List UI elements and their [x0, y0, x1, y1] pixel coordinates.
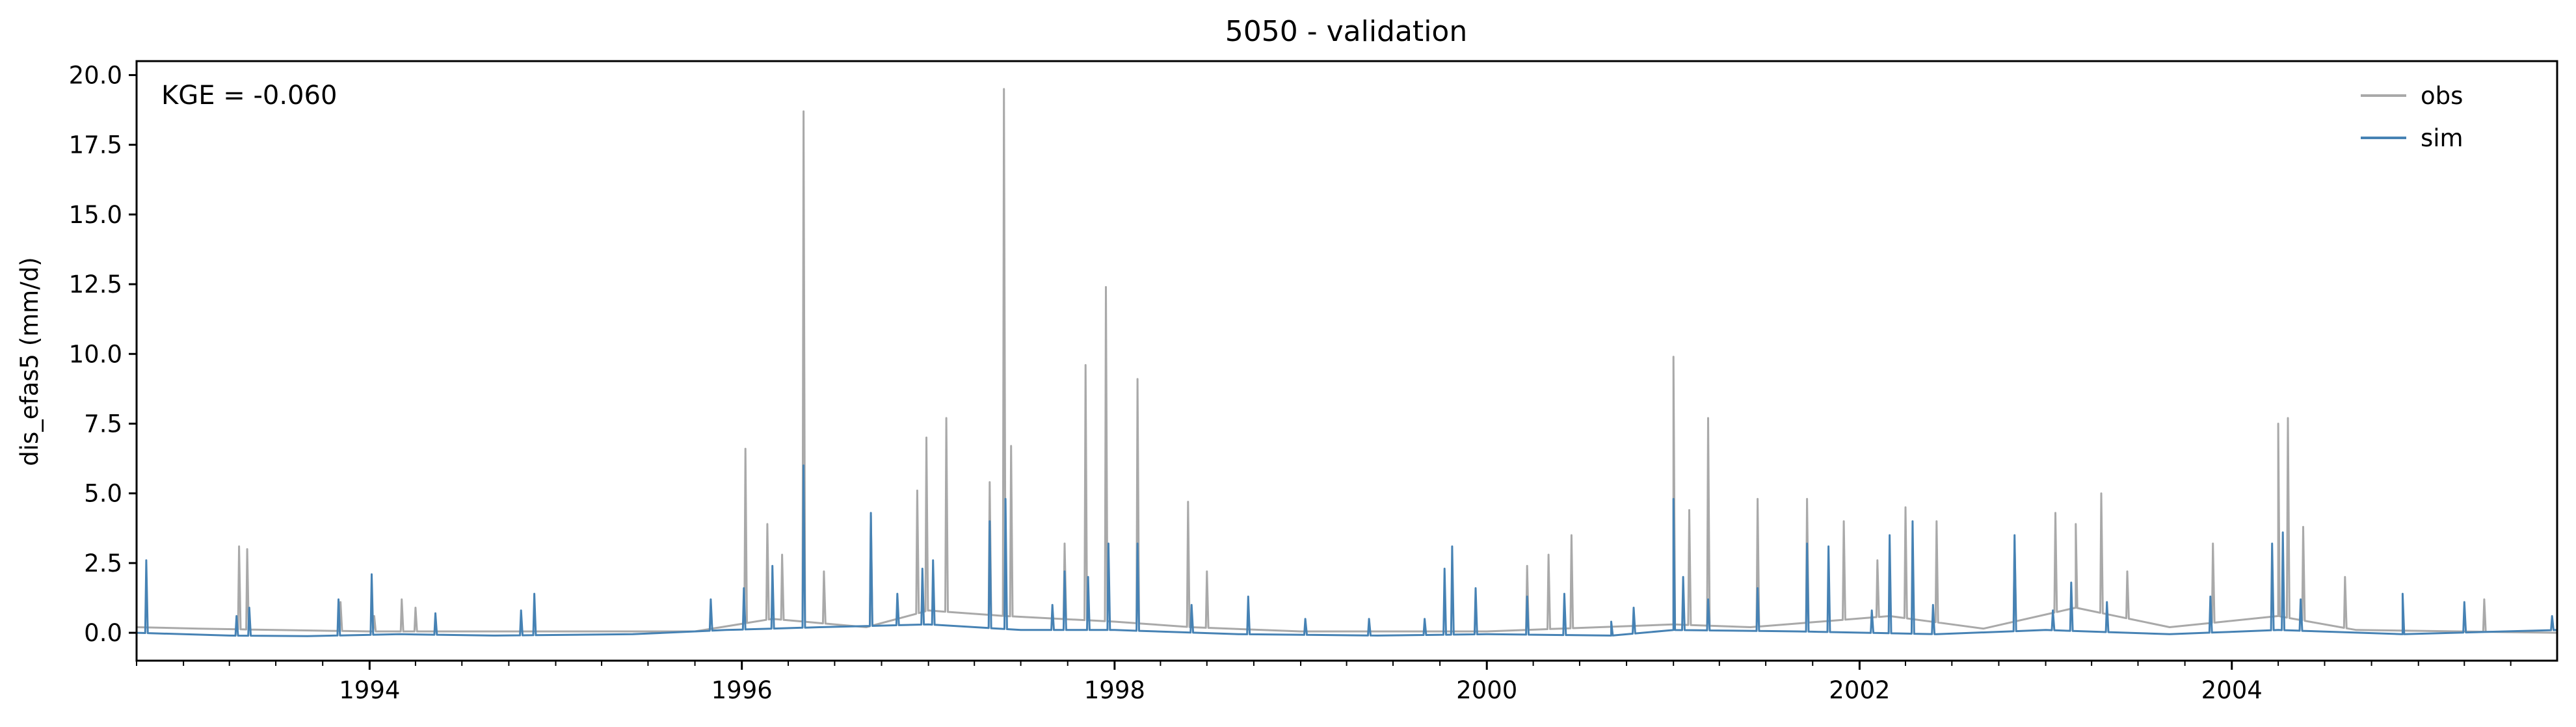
- x-tick-label: 2000: [1456, 676, 1517, 704]
- chart-title: 5050 - validation: [1225, 15, 1467, 48]
- legend: obs sim: [2361, 82, 2463, 152]
- y-tick-label: 0.0: [84, 619, 122, 647]
- y-axis-label: dis_efas5 (mm/d): [16, 257, 44, 466]
- obs-series-line: [136, 88, 2558, 634]
- plot-area: [136, 88, 2558, 637]
- plot-frame: [135, 60, 2558, 662]
- y-tick-label: 2.5: [84, 549, 122, 577]
- x-tick-label: 1994: [339, 676, 400, 704]
- y-axis: 0.0 2.5 5.0 7.5 10.0 12.5 15.0 17.5 20.0: [69, 61, 137, 647]
- y-tick-label: 5.0: [84, 480, 122, 508]
- y-tick-label: 7.5: [84, 410, 122, 438]
- x-axis: 1994 1996 1998 2000 2002 2004: [136, 661, 2512, 704]
- legend-obs-label: obs: [2421, 82, 2463, 110]
- x-tick-label: 1998: [1084, 676, 1145, 704]
- legend-sim-label: sim: [2421, 124, 2463, 152]
- sim-series: [136, 464, 2558, 637]
- y-tick-label: 15.0: [69, 201, 122, 229]
- x-tick-label: 2002: [1829, 676, 1890, 704]
- y-tick-label: 10.0: [69, 340, 122, 368]
- x-tick-label: 2004: [2201, 676, 2263, 704]
- y-tick-label: 12.5: [69, 271, 122, 298]
- kge-annotation: KGE = -0.060: [161, 81, 337, 111]
- obs-series: [136, 88, 2558, 634]
- y-tick-label: 17.5: [69, 131, 122, 159]
- x-tick-label: 1996: [711, 676, 773, 704]
- y-tick-label: 20.0: [69, 61, 122, 89]
- sim-series-line: [136, 464, 2558, 637]
